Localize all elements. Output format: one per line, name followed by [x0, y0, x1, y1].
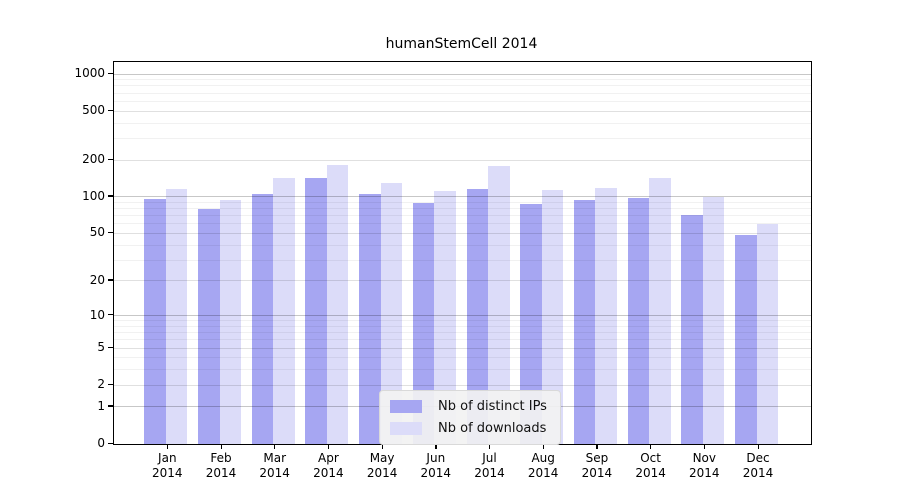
- bar-aug-ips: [520, 203, 542, 444]
- y-tick-label: 200: [82, 152, 105, 167]
- legend-label-downloads: Nb of downloads: [438, 421, 547, 436]
- y-tick-mark: [108, 405, 113, 407]
- y-tick-mark: [108, 158, 113, 160]
- bar-dec-ips: [735, 234, 757, 444]
- x-tick-label: Nov 2014: [689, 451, 720, 480]
- bar-jul-ips: [466, 189, 488, 444]
- y-tick-label: 20: [89, 272, 105, 287]
- bar-nov-ips: [681, 215, 703, 444]
- bar-nov-downloads: [702, 197, 725, 444]
- bar-sep-downloads: [595, 187, 617, 444]
- bar-may-downloads: [380, 182, 403, 444]
- x-tick-label: Dec 2014: [742, 451, 774, 480]
- x-tick-mark: [757, 444, 759, 449]
- y-tick-mark: [108, 442, 113, 444]
- bar-feb-downloads: [219, 200, 241, 444]
- bar-oct-ips: [627, 197, 650, 444]
- y-tick-label: 10: [89, 307, 105, 322]
- x-tick-mark: [703, 444, 706, 449]
- y-tick-mark: [108, 195, 113, 197]
- x-tick-mark: [435, 444, 437, 449]
- x-tick-label: Sep 2014: [581, 451, 613, 480]
- y-tick-mark: [108, 346, 113, 348]
- x-tick-label: Feb 2014: [205, 451, 237, 480]
- bar-jul-downloads: [488, 165, 510, 444]
- legend: Nb of distinct IPs Nb of downloads: [379, 390, 561, 445]
- x-tick-mark: [596, 444, 598, 449]
- y-tick-label: 50: [89, 225, 105, 240]
- x-tick-label: Apr 2014: [313, 451, 344, 480]
- bar-sep-ips: [573, 199, 596, 444]
- y-tick-label: 500: [82, 103, 105, 118]
- x-tick-mark: [327, 444, 330, 449]
- x-tick-mark: [274, 444, 276, 449]
- x-tick-mark: [650, 444, 652, 449]
- x-tick-label: May 2014: [366, 451, 398, 480]
- y-tick-mark: [108, 72, 113, 74]
- y-tick-label: 0: [97, 436, 105, 450]
- y-tick-mark: [108, 231, 113, 234]
- plot-area: Nb of distinct IPs Nb of downloads: [113, 61, 812, 445]
- x-tick-label: Oct 2014: [635, 451, 666, 480]
- bar-jun-downloads: [434, 191, 456, 444]
- y-tick-label: 1000: [74, 66, 105, 81]
- x-tick-mark: [542, 444, 544, 449]
- x-tick-label: Jul 2014: [474, 451, 505, 480]
- x-tick-label: Jan 2014: [152, 451, 183, 480]
- bar-jan-downloads: [165, 189, 188, 444]
- y-tick-mark: [108, 279, 113, 281]
- y-tick-mark: [108, 383, 113, 385]
- legend-item-distinct-ips: Nb of distinct IPs: [390, 397, 547, 416]
- y-tick-label: 1: [97, 398, 105, 413]
- bar-oct-downloads: [649, 177, 671, 444]
- x-tick-mark: [166, 444, 169, 449]
- legend-swatch-distinct-ips: [390, 400, 422, 413]
- bars-layer: [114, 62, 811, 444]
- y-tick-label: 100: [82, 188, 105, 203]
- chart-title: humanStemCell 2014: [385, 36, 538, 52]
- bar-dec-downloads: [756, 223, 778, 444]
- y-tick-label: 2: [97, 377, 105, 392]
- bar-jun-ips: [412, 203, 435, 444]
- x-tick-mark: [220, 444, 222, 449]
- x-tick-label: Mar 2014: [259, 451, 290, 480]
- bar-apr-ips: [305, 178, 327, 444]
- bar-aug-downloads: [541, 189, 564, 444]
- y-tick-mark: [108, 314, 113, 316]
- bar-mar-ips: [251, 194, 274, 444]
- legend-label-distinct-ips: Nb of distinct IPs: [438, 399, 547, 414]
- y-tick-label: 5: [97, 340, 105, 355]
- x-tick-mark: [381, 444, 383, 449]
- bar-mar-downloads: [273, 177, 295, 444]
- x-tick-mark: [489, 444, 491, 449]
- bar-may-ips: [359, 194, 381, 444]
- bar-feb-ips: [198, 209, 220, 444]
- legend-swatch-downloads: [390, 422, 422, 435]
- x-tick-label: Jun 2014: [420, 451, 452, 480]
- bar-apr-downloads: [326, 164, 349, 444]
- legend-item-downloads: Nb of downloads: [390, 419, 547, 438]
- x-tick-label: Aug 2014: [527, 451, 559, 480]
- bar-jan-ips: [144, 199, 166, 444]
- y-tick-mark: [108, 109, 113, 111]
